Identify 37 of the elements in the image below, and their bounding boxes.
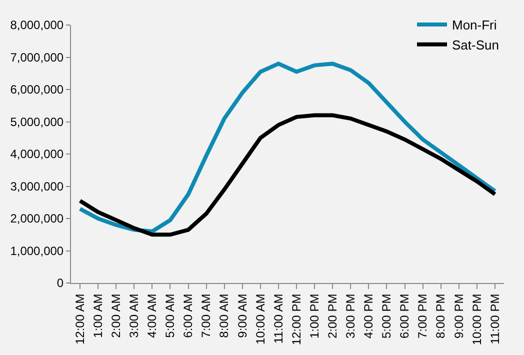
x-tick-label: 12:00 PM bbox=[289, 294, 304, 346]
x-tick-label: 10:00 PM bbox=[470, 294, 484, 346]
x-tick-label: 4:00 AM bbox=[145, 294, 160, 338]
x-tick-label: 4:00 PM bbox=[362, 294, 376, 339]
x-tick-label: 2:00 PM bbox=[326, 294, 340, 339]
y-tick-label: 4,000,000 bbox=[10, 147, 64, 162]
y-tick-label: 6,000,000 bbox=[10, 82, 64, 97]
x-tick-label: 2:00 AM bbox=[109, 294, 123, 338]
x-tick-label: 3:00 AM bbox=[127, 294, 142, 338]
x-tick-label: 5:00 PM bbox=[380, 294, 394, 339]
x-tick-label: 11:00 PM bbox=[488, 294, 502, 344]
y-tick-label: 7,000,000 bbox=[10, 50, 64, 64]
x-tick-label: 6:00 PM bbox=[398, 294, 412, 339]
x-tick-label: 10:00 AM bbox=[253, 294, 268, 345]
y-tick-label: 8,000,000 bbox=[10, 18, 64, 32]
line-series bbox=[78, 62, 497, 234]
x-tick-label: 1:00 AM bbox=[90, 294, 105, 338]
x-tick-label: 11:00 AM bbox=[271, 294, 286, 344]
x-tick-label: 12:00 AM bbox=[72, 294, 87, 345]
y-tick-label: 3,000,000 bbox=[10, 179, 64, 194]
x-tick-label: 5:00 AM bbox=[163, 294, 178, 338]
legend-label: Sat-Sun bbox=[452, 37, 499, 52]
x-tick-label: 8:00 PM bbox=[434, 294, 448, 339]
line-series bbox=[78, 113, 497, 237]
x-tick-label: 7:00 PM bbox=[416, 294, 430, 339]
legend-label: Mon-Fri bbox=[452, 18, 497, 33]
x-tick-label: 9:00 AM bbox=[235, 294, 250, 338]
y-tick-label: 5,000,000 bbox=[10, 114, 64, 129]
x-tick-label: 9:00 PM bbox=[452, 294, 466, 339]
x-tick-label: 7:00 AM bbox=[199, 294, 214, 338]
x-tick-label: 6:00 AM bbox=[181, 294, 196, 338]
y-tick-label: 1,000,000 bbox=[10, 244, 64, 258]
x-tick-label: 1:00 PM bbox=[307, 294, 322, 339]
x-tick-label: 8:00 AM bbox=[217, 294, 232, 338]
x-tick-label: 3:00 PM bbox=[344, 294, 358, 339]
y-tick-label: 0 bbox=[56, 276, 64, 290]
y-tick-label: 2,000,000 bbox=[10, 212, 64, 226]
